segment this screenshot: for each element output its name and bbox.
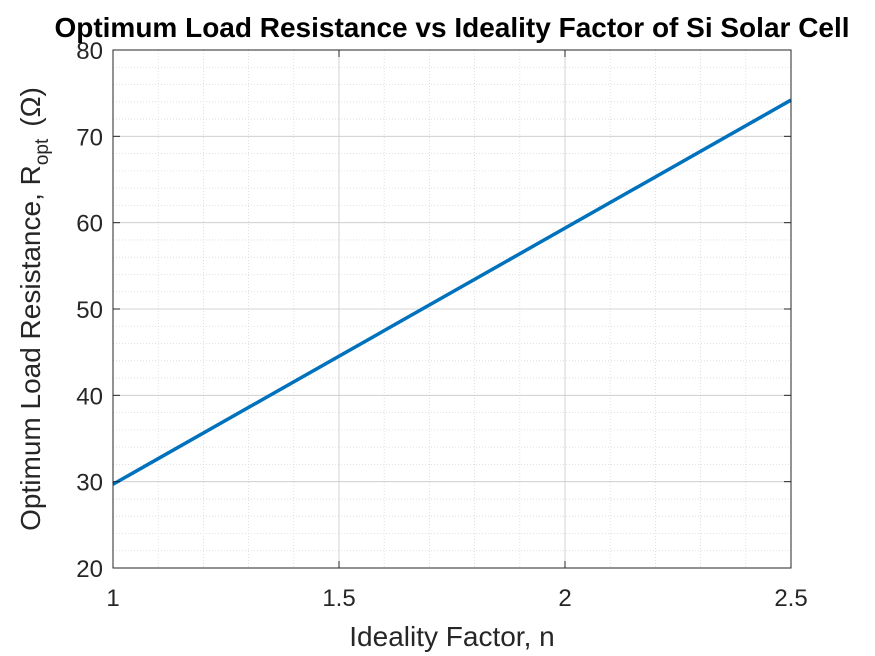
tick-marks [112,49,792,569]
y-tick-label: 50 [76,297,103,324]
x-axis-label: Ideality Factor, n [349,621,554,652]
series-line [112,98,792,486]
y-axis-label-unit: (Ω) [15,87,46,127]
x-tick-label: 2 [558,585,571,612]
y-tick-label: 80 [76,38,103,65]
y-tick-label: 20 [76,556,103,583]
series-layer [112,98,792,486]
y-axis-label: Optimum Load Resistance, Ropt (Ω) [15,87,53,531]
y-tick-label: 60 [76,211,103,238]
y-axis-label-subscript: opt [32,138,53,165]
y-tick-label: 40 [76,383,103,410]
y-tick-label: 70 [76,124,103,151]
x-tick-labels: 1 1.5 2 2.5 [106,585,807,612]
x-tick-label: 1.5 [322,585,355,612]
x-tick-label: 1 [106,585,119,612]
y-tick-labels: 20 30 40 50 60 70 80 [76,38,103,583]
chart-title: Optimum Load Resistance vs Ideality Fact… [54,12,849,43]
y-tick-label: 30 [76,470,103,497]
y-axis-label-main: Optimum Load Resistance, R [15,165,46,531]
minor-grid [113,50,791,568]
x-tick-label: 2.5 [774,585,807,612]
